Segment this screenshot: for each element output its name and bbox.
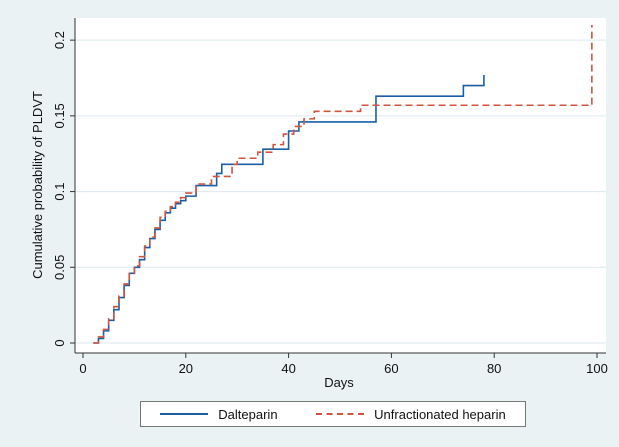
x-tick-label-1: 20	[179, 361, 193, 376]
x-axis-title: Days	[324, 375, 354, 390]
y-tick-label-3: 0.15	[52, 103, 67, 128]
x-tick-label-0: 0	[79, 361, 86, 376]
axes: 0 0.05 0.1 0.15 0.2 0 20 40 60 80 100	[52, 18, 608, 376]
series-line-1	[93, 25, 593, 344]
legend-entry-dalteparin: Dalteparin	[160, 406, 278, 422]
gridlines	[75, 39, 606, 344]
y-tick-label-4: 0.2	[52, 31, 67, 49]
legend-label-dalteparin: Dalteparin	[218, 406, 278, 422]
y-tick-label-1: 0.05	[52, 255, 67, 280]
y-axis-title: Cumulative probability of PLDVT	[30, 91, 45, 279]
x-tick-label-5: 100	[586, 361, 608, 376]
legend-swatch-dalteparin	[160, 413, 209, 415]
legend: Dalteparin Unfractionated heparin	[140, 401, 526, 427]
x-tick-label-2: 40	[281, 361, 295, 376]
legend-label-unfractionated-heparin: Unfractionated heparin	[374, 406, 506, 422]
plot-area	[75, 18, 606, 353]
series-line-0	[93, 74, 485, 344]
x-tick-label-3: 60	[384, 361, 398, 376]
series-lines	[93, 25, 593, 344]
legend-entry-unfractionated-heparin: Unfractionated heparin	[316, 407, 506, 422]
legend-swatch-unfractionated-heparin	[316, 413, 365, 415]
x-tick-label-4: 80	[487, 361, 501, 376]
y-tick-label-2: 0.1	[52, 183, 67, 201]
y-tick-label-0: 0	[52, 339, 67, 346]
